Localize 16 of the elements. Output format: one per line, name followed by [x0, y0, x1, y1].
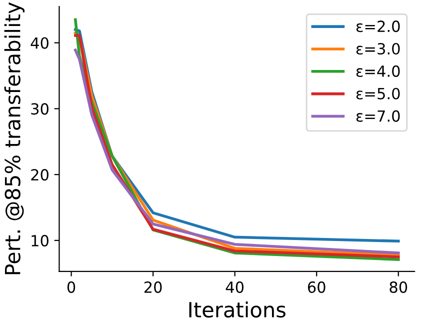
y-tick-label: 30	[31, 103, 48, 115]
x-axis-title: Iterations	[189, 301, 286, 318]
legend-label: ε=2.0	[356, 20, 400, 32]
x-tick-label: 20	[144, 281, 162, 293]
x-tick-label: 60	[308, 281, 326, 293]
y-tick-label: 20	[31, 169, 48, 181]
legend-label: ε=3.0	[356, 42, 400, 55]
x-tick-label: 80	[390, 281, 408, 293]
y-tick-label: 10	[32, 234, 48, 246]
y-axis-title: Pert. @85% transferability	[4, 2, 24, 274]
legend-label: ε=5.0	[356, 88, 400, 100]
legend-label: ε=4.0	[356, 65, 400, 77]
x-tick-label: 0	[67, 281, 76, 293]
y-tick-label: 40	[30, 37, 48, 49]
legend-label: ε=7.0	[356, 110, 400, 122]
x-tick-label: 40	[226, 281, 244, 293]
